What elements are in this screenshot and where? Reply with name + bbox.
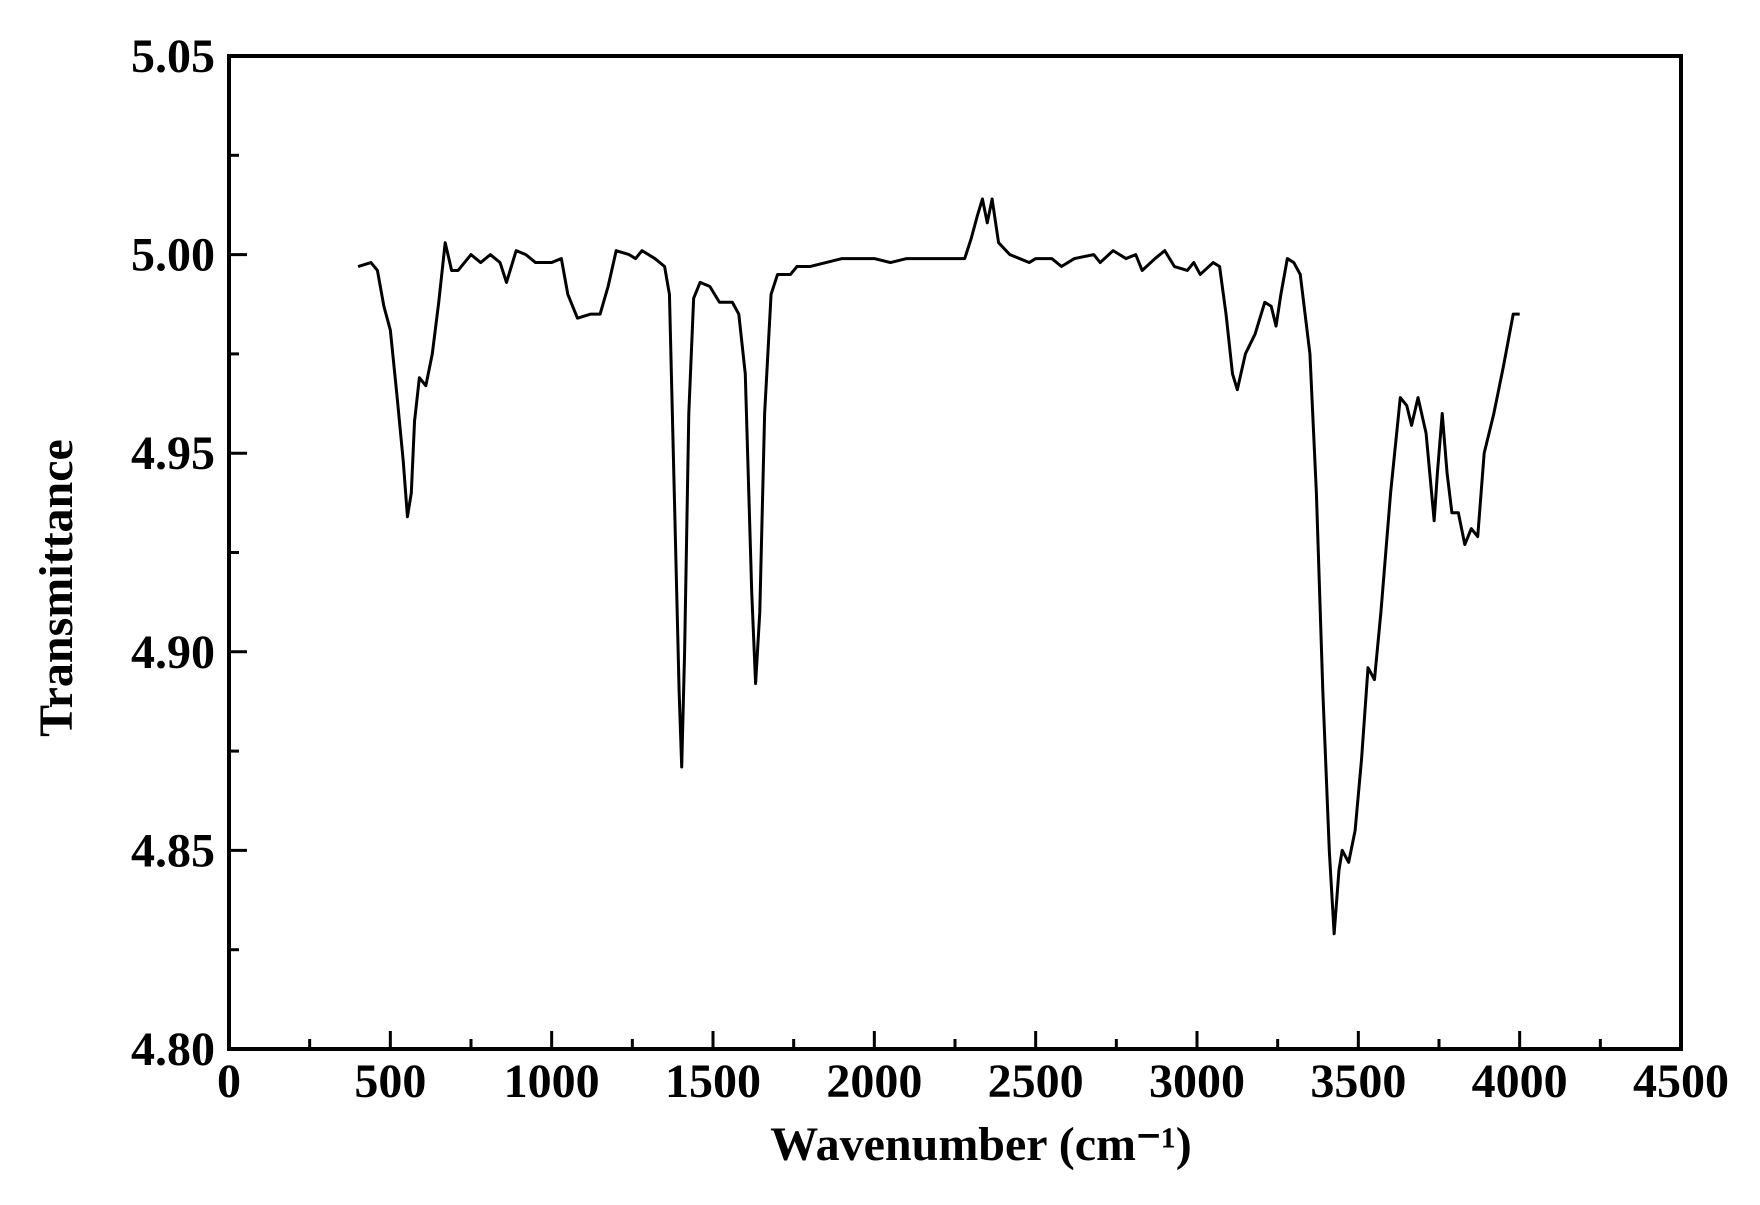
plot-frame bbox=[227, 54, 1683, 1051]
x-tick-label: 0 bbox=[217, 1055, 241, 1108]
y-tick-label: 5.05 bbox=[131, 30, 215, 83]
x-tick-label: 3000 bbox=[1149, 1055, 1245, 1108]
x-tick-label: 4000 bbox=[1472, 1055, 1568, 1108]
spectrum-line bbox=[357, 197, 1520, 936]
y-tick-label: 4.90 bbox=[131, 626, 215, 679]
x-tick-label: 2500 bbox=[988, 1055, 1084, 1108]
x-axis-label: Wavenumber (cm⁻¹) bbox=[770, 1118, 1191, 1171]
y-tick-label: 4.95 bbox=[131, 427, 215, 480]
x-tick-label: 4500 bbox=[1633, 1055, 1729, 1108]
x-tick-label: 500 bbox=[354, 1055, 426, 1108]
x-tick-label: 1500 bbox=[665, 1055, 761, 1108]
y-tick-label: 4.85 bbox=[131, 824, 215, 877]
y-tick-label: 5.00 bbox=[131, 229, 215, 282]
y-tick-label: 4.80 bbox=[131, 1023, 215, 1076]
y-axis-label: Transmittance bbox=[30, 439, 83, 737]
x-tick-label: 3500 bbox=[1310, 1055, 1406, 1108]
x-tick-label: 2000 bbox=[826, 1055, 922, 1108]
x-tick-label: 1000 bbox=[504, 1055, 600, 1108]
